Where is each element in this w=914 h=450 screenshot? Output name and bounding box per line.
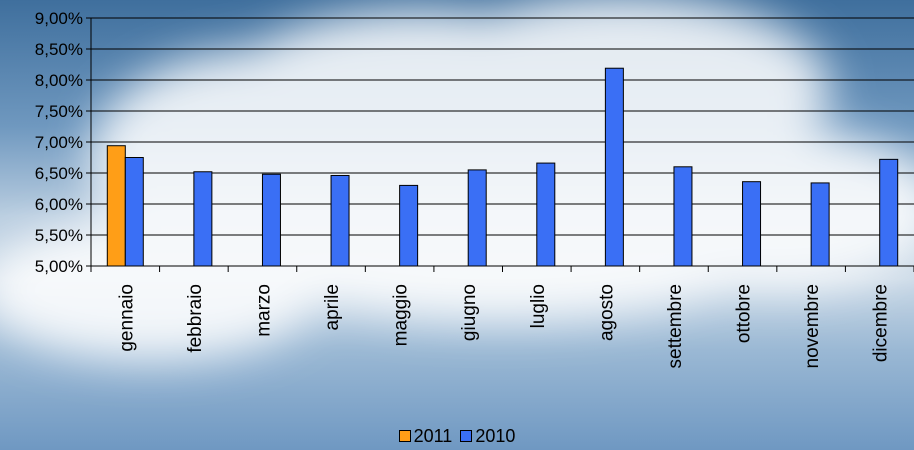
bar-2010-novembre xyxy=(810,182,830,267)
y-tick-label: 5,50% xyxy=(35,226,83,245)
y-tick-label: 6,00% xyxy=(35,195,83,214)
y-tick-label: 9,00% xyxy=(35,9,83,28)
bar-chart: 5,00% 5,50% 6,00% 6,50% 7,00% 7,50% 8,00% 8,50%… xyxy=(35,9,914,369)
x-tick-label: novembre xyxy=(802,284,823,369)
x-tick-label: luglio xyxy=(528,284,549,328)
y-tick-label: 7,00% xyxy=(35,133,83,152)
x-tick-label: ottobre xyxy=(734,284,755,343)
bar-2010-maggio xyxy=(399,184,419,267)
bar-2010-aprile xyxy=(330,174,350,267)
legend-swatch-2010 xyxy=(460,430,473,442)
x-tick-label: gennaio xyxy=(116,284,137,352)
x-tick-label: febbraio xyxy=(185,284,206,353)
chart-legend: 2011 2010 xyxy=(0,425,914,447)
bar-2010-agosto xyxy=(604,67,624,267)
bar-2010-giugno xyxy=(467,169,487,267)
y-tick-label: 8,00% xyxy=(35,71,83,90)
bar-2011-gennaio xyxy=(106,145,126,267)
bar-2010-gennaio xyxy=(124,157,144,267)
x-tick-label: maggio xyxy=(391,284,412,346)
legend-item-2010: 2010 xyxy=(460,426,515,447)
bar-2010-settembre xyxy=(673,166,693,267)
bar-2010-marzo xyxy=(261,173,281,267)
x-tick-label: settembre xyxy=(665,284,686,368)
legend-label-2010: 2010 xyxy=(475,425,516,446)
y-tick-label: 5,00% xyxy=(35,257,83,276)
y-tick-label: 8,50% xyxy=(35,40,83,59)
x-tick-label: dicembre xyxy=(871,284,892,362)
x-tick-label: agosto xyxy=(596,284,617,341)
legend-swatch-2011 xyxy=(398,430,411,442)
bar-2010-dicembre xyxy=(879,158,899,267)
legend-label-2011: 2011 xyxy=(413,425,453,446)
x-tick-label: aprile xyxy=(322,284,343,330)
bar-2010-luglio xyxy=(536,162,556,267)
y-tick-label: 6,50% xyxy=(35,164,83,183)
bar-2010-ottobre xyxy=(742,181,762,267)
y-tick-label: 7,50% xyxy=(35,102,83,121)
x-tick-label: marzo xyxy=(253,284,274,337)
x-tick-label: giugno xyxy=(459,284,480,341)
bar-2010-febbraio xyxy=(193,171,213,267)
legend-item-2011: 2011 xyxy=(398,425,453,447)
